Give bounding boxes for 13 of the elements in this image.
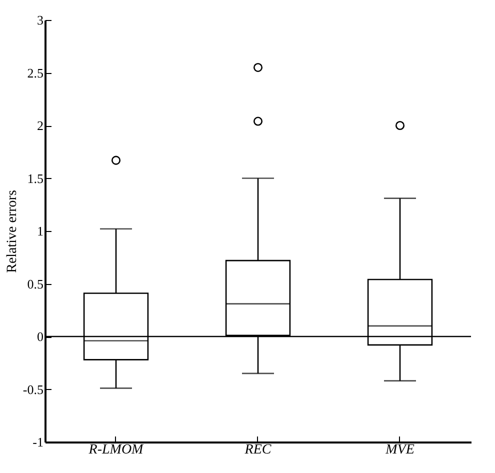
x-tick-label: REC	[244, 442, 272, 458]
y-tick-label: 0.5	[27, 276, 44, 292]
y-tick-label: -1	[32, 434, 44, 450]
y-tick-label: 2	[37, 118, 44, 133]
y-tick-label: -0.5	[22, 382, 44, 397]
x-tick-label: MVE	[384, 442, 415, 458]
y-tick-label: 1	[37, 224, 44, 238]
y-tick-label: 3	[37, 12, 44, 28]
y-tick-label: 1.5	[27, 170, 44, 186]
x-tick-label: R-LMOM	[88, 442, 145, 458]
y-tick-label: 0	[37, 329, 44, 344]
y-axis-title: Relative errors	[4, 190, 20, 273]
y-tick-label: 2.5	[27, 65, 44, 80]
